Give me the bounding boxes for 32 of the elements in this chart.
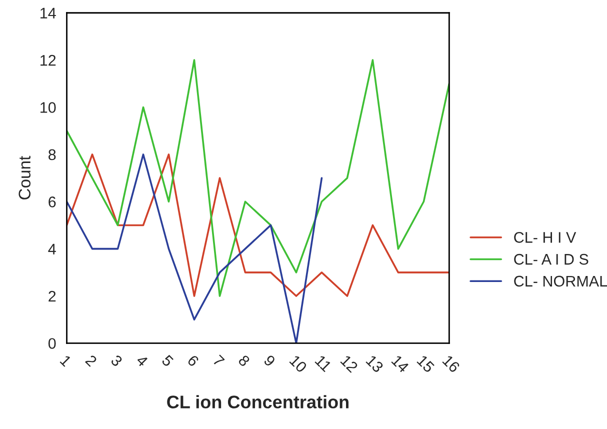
x-tick-label: 14 [391, 354, 410, 374]
x-tick-label: 6 [186, 354, 200, 368]
y-axis-title: Count [18, 156, 31, 200]
y-tick-label: 0 [48, 338, 56, 349]
y-tick-label: 12 [40, 54, 56, 66]
x-tick-label: 13 [366, 354, 384, 374]
y-tick-label: 4 [48, 244, 56, 254]
line-series [66, 59, 450, 297]
x-tick-label: 1 [60, 354, 72, 367]
x-tick-label: 8 [238, 354, 250, 368]
x-tick-label: 5 [161, 354, 174, 368]
x-tick-label: 10 [289, 354, 308, 374]
line-series [66, 154, 450, 297]
x-tick-label: 16 [442, 354, 460, 374]
x-tick-label: 11 [314, 354, 332, 372]
y-tick-label: 6 [48, 196, 56, 208]
legend-label: CL- H I V [514, 232, 576, 243]
x-tick-label: 15 [416, 354, 435, 374]
legend-label: CL- NORMAL [514, 276, 607, 287]
x-tick-label: 2 [84, 354, 98, 367]
line-series [66, 154, 323, 344]
y-tick-label: 2 [48, 290, 56, 302]
x-tick-label: 12 [340, 354, 358, 373]
x-tick-label: 7 [212, 354, 225, 367]
y-tick-label: 8 [48, 149, 56, 160]
x-tick-label: 4 [136, 354, 149, 368]
x-axis-title: CL ion Concentration [167, 395, 348, 408]
legend-label: CL- A I D S [514, 254, 588, 265]
y-tick-label: 14 [40, 8, 56, 18]
x-tick-label: 3 [110, 354, 124, 368]
y-tick-label: 10 [40, 102, 56, 113]
x-tick-label: 9 [263, 354, 276, 368]
